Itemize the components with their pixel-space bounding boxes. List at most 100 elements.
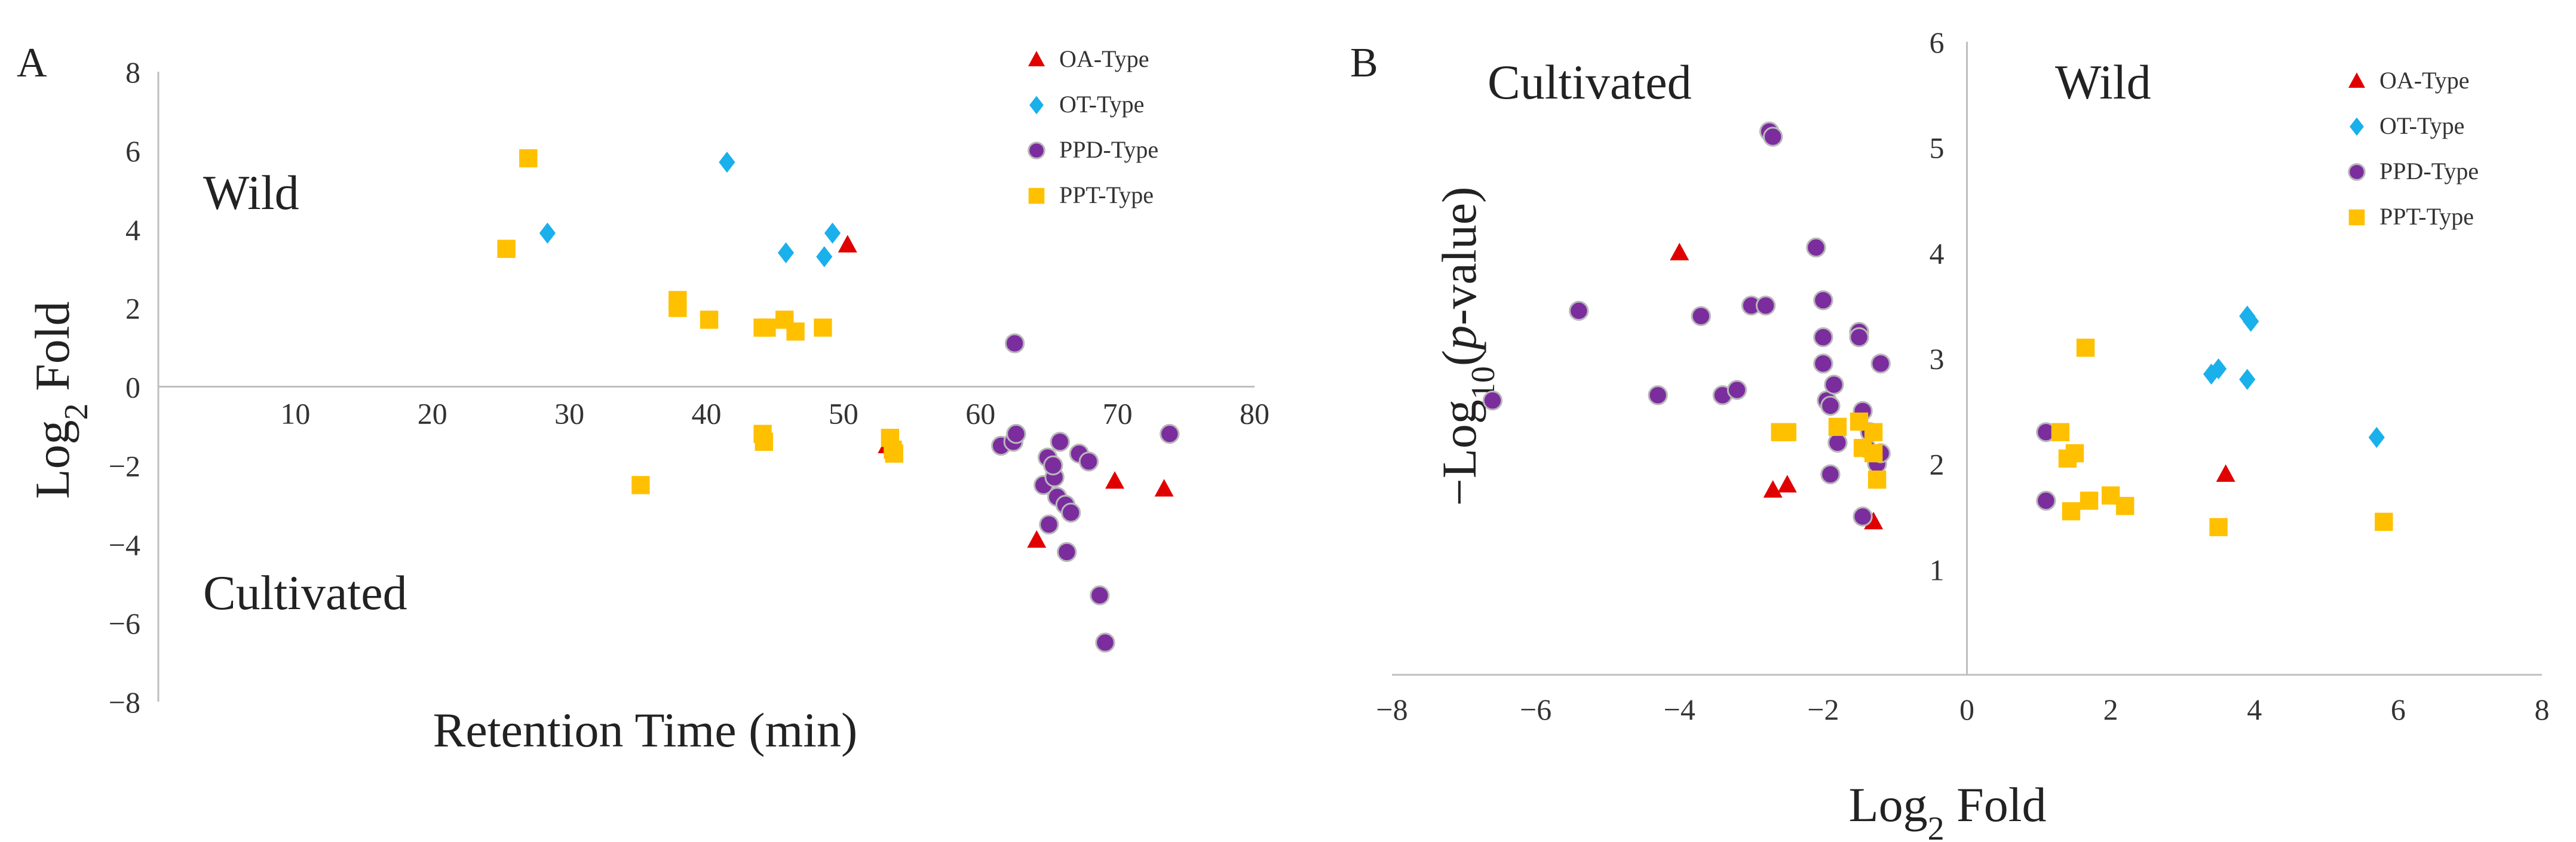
data-point-ppd-type bbox=[1160, 423, 1180, 444]
panel-b-x-tick-label: −2 bbox=[1807, 693, 1839, 726]
legend-marker-ppd-type bbox=[2348, 163, 2366, 181]
data-point-ppd-type bbox=[1090, 585, 1110, 606]
panel-b-x-tick-label: 2 bbox=[2103, 693, 2118, 726]
data-point-oa-type bbox=[1777, 475, 1797, 493]
legend-label-ppd-type: PPD-Type bbox=[1059, 136, 1158, 163]
data-point-ppt-type bbox=[497, 239, 516, 258]
panel-b: B −8 −6 −4 −2 0 2 4 6 8 1 2 3 4 5 6 Cultivated Wild L… bbox=[1350, 26, 2550, 842]
data-point-oa-type bbox=[2216, 464, 2235, 482]
data-point-ppd-type bbox=[1482, 390, 1503, 411]
panel-a-x-axis-label: Retention Time (min) bbox=[433, 703, 858, 757]
legend-label-ppd-type: PPD-Type bbox=[2379, 158, 2479, 185]
panel-a-x-tick-label: 50 bbox=[829, 397, 858, 431]
panel-a-region-wild: Wild bbox=[203, 165, 299, 220]
data-point-ppt-type bbox=[758, 318, 776, 337]
data-point-ppt-type bbox=[2051, 423, 2070, 441]
data-point-ot-type bbox=[816, 246, 833, 268]
panel-a-y-tick-label: 0 bbox=[125, 371, 140, 404]
data-point-ppd-type bbox=[1853, 506, 1873, 527]
data-point-ppd-type bbox=[1648, 385, 1668, 405]
data-point-ppt-type bbox=[668, 299, 687, 317]
panel-a-y-tick-label: 2 bbox=[125, 292, 140, 325]
legend-marker-ot-type bbox=[2350, 117, 2364, 136]
data-point-ppt-type bbox=[885, 444, 903, 463]
panel-a-x-tick-label: 70 bbox=[1103, 397, 1133, 431]
data-point-oa-type bbox=[1763, 480, 1783, 498]
legend-label-ppt-type: PPT-Type bbox=[2379, 203, 2474, 230]
panel-b-y-tick-label: 6 bbox=[1930, 26, 1945, 59]
data-point-ppt-type bbox=[700, 311, 719, 329]
panel-a-y-tick-label: −8 bbox=[109, 686, 140, 719]
data-point-ppd-type bbox=[1755, 295, 1776, 316]
panel-a-y-tick-label: 4 bbox=[125, 213, 140, 247]
panel-a-x-tick-label: 30 bbox=[554, 397, 584, 431]
panel-a-points bbox=[497, 149, 1180, 653]
panel-a-x-tick-label: 80 bbox=[1240, 397, 1269, 431]
panel-a-y-tick-label: −4 bbox=[109, 528, 140, 561]
panel-a-y-tick-label: 8 bbox=[125, 56, 140, 89]
data-point-ppd-type bbox=[1824, 374, 1844, 395]
data-point-ot-type bbox=[777, 242, 795, 263]
panel-a-y-tick-label: −6 bbox=[109, 607, 140, 640]
data-point-ppd-type bbox=[1820, 464, 1841, 485]
data-point-ot-type bbox=[2239, 368, 2256, 390]
panel-b-x-ticks: −8 −6 −4 −2 0 2 4 6 8 bbox=[1376, 693, 2549, 726]
panel-b-region-wild: Wild bbox=[2055, 55, 2151, 109]
data-point-ppd-type bbox=[1078, 451, 1099, 472]
data-point-ppt-type bbox=[631, 476, 650, 494]
data-point-oa-type bbox=[838, 235, 857, 253]
data-point-ot-type bbox=[2210, 358, 2227, 380]
panel-b-x-tick-label: 6 bbox=[2391, 693, 2406, 726]
data-point-oa-type bbox=[1154, 479, 1174, 497]
panel-a-y-ticks: 8 6 4 2 0 −2 −4 −6 −8 bbox=[109, 56, 140, 719]
panel-b-y-tick-label: 3 bbox=[1930, 342, 1945, 376]
legend-marker-ppt-type bbox=[1028, 188, 1045, 204]
data-point-ppt-type bbox=[1864, 444, 1883, 463]
panel-a-region-cultivated: Cultivated bbox=[203, 566, 407, 620]
data-point-ppt-type bbox=[755, 432, 774, 451]
legend-label-ot-type: OT-Type bbox=[2379, 112, 2464, 139]
data-point-ppt-type bbox=[786, 322, 805, 341]
data-point-ot-type bbox=[2368, 426, 2385, 448]
panel-b-x-tick-label: −4 bbox=[1664, 693, 1695, 726]
data-point-oa-type bbox=[1105, 471, 1125, 489]
data-point-ppt-type bbox=[2062, 502, 2081, 521]
data-point-ppt-type bbox=[1778, 423, 1796, 441]
panel-b-x-tick-label: 0 bbox=[1959, 693, 1974, 726]
data-point-oa-type bbox=[1027, 530, 1047, 548]
panel-a-y-axis-label: Log2 Fold bbox=[25, 302, 95, 499]
data-point-ot-type bbox=[719, 152, 735, 173]
panel-b-y-tick-label: 5 bbox=[1930, 131, 1945, 165]
legend-marker-ppt-type bbox=[2348, 209, 2365, 226]
data-point-ppt-type bbox=[1867, 470, 1887, 489]
panel-b-y-ticks: 1 2 3 4 5 6 bbox=[1930, 26, 1945, 586]
data-point-ppd-type bbox=[1726, 380, 1747, 400]
panel-a-letter: A bbox=[17, 40, 47, 86]
panel-b-x-tick-label: 4 bbox=[2247, 693, 2262, 726]
data-point-ppd-type bbox=[1813, 354, 1833, 374]
panel-b-legend: OA-Type OT-Type PPD-Type PPT-Type bbox=[2348, 67, 2479, 230]
legend-label-ppt-type: PPT-Type bbox=[1059, 182, 1154, 208]
data-point-ot-type bbox=[539, 222, 556, 244]
panel-b-points bbox=[1482, 121, 2393, 536]
legend-label-ot-type: OT-Type bbox=[1059, 91, 1144, 118]
data-point-ppt-type bbox=[2080, 491, 2099, 510]
panel-a-y-tick-label: 6 bbox=[125, 134, 140, 168]
legend-label-oa-type: OA-Type bbox=[1059, 45, 1149, 72]
data-point-ppd-type bbox=[1043, 455, 1063, 476]
data-point-ppd-type bbox=[1039, 514, 1059, 534]
panel-b-x-tick-label: −8 bbox=[1376, 693, 1407, 726]
panel-a-y-tick-label: −2 bbox=[109, 449, 140, 483]
data-point-ppt-type bbox=[2065, 444, 2084, 463]
data-point-ppt-type bbox=[1828, 417, 1847, 437]
data-point-oa-type bbox=[1670, 242, 1689, 260]
data-point-oa-type bbox=[1864, 512, 1884, 530]
panel-a-x-tick-label: 60 bbox=[965, 397, 995, 431]
panel-b-x-tick-label: −6 bbox=[1520, 693, 1551, 726]
panel-b-y-tick-label: 1 bbox=[1930, 553, 1945, 586]
panel-a-legend: OA-Type OT-Type PPD-Type PPT-Type bbox=[1028, 45, 1158, 208]
panel-b-y-axis-label: −Log10(p-value) bbox=[1432, 187, 1502, 506]
panel-a-x-ticks: 10 20 30 40 50 60 70 80 bbox=[280, 397, 1269, 431]
panel-a-x-tick-label: 20 bbox=[418, 397, 447, 431]
